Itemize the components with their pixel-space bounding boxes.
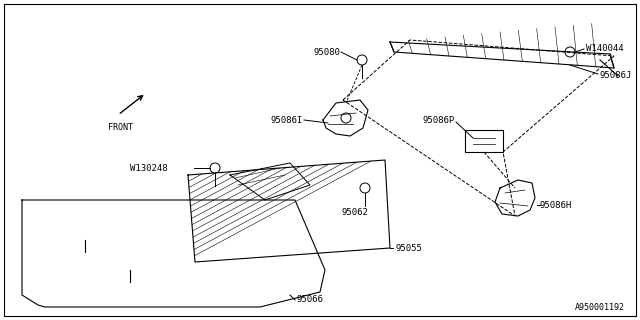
Text: A950001192: A950001192 xyxy=(575,303,625,312)
Text: 95086H: 95086H xyxy=(540,201,572,210)
Text: 95080: 95080 xyxy=(313,47,340,57)
Text: 95086P: 95086P xyxy=(423,116,455,124)
Text: W140044: W140044 xyxy=(586,44,623,52)
Text: 95086J: 95086J xyxy=(600,70,632,79)
Text: W130248: W130248 xyxy=(130,164,168,172)
Text: 95066: 95066 xyxy=(296,295,323,305)
Text: FRONT: FRONT xyxy=(108,123,133,132)
Text: 95062: 95062 xyxy=(342,208,369,217)
Text: 95055: 95055 xyxy=(395,244,422,252)
Text: 95086I: 95086I xyxy=(271,116,303,124)
